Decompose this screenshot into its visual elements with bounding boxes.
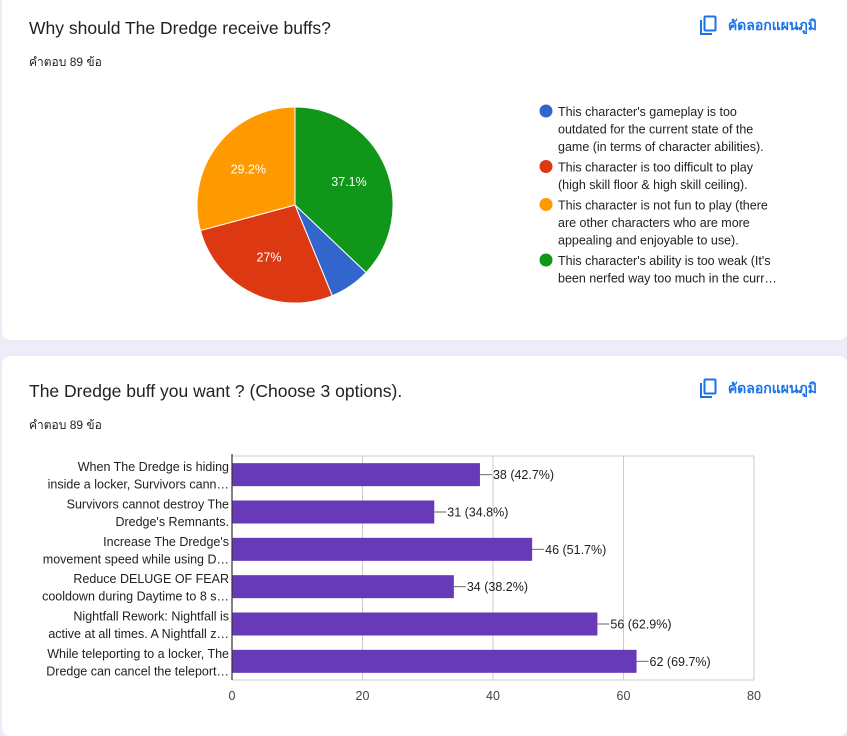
category-label: inside a locker, Survivors cann… (48, 478, 229, 492)
pie-slice-label: 29.2% (231, 162, 266, 176)
bar-chart-title: The Dredge buff you want ? (Choose 3 opt… (29, 381, 403, 401)
legend-label: game (in terms of character abilities). (558, 140, 764, 154)
x-tick-label: 60 (617, 689, 631, 703)
legend-label: This character's ability is too weak (It… (558, 254, 770, 268)
bar (232, 575, 454, 599)
category-label: active at all times. A Nightfall z… (48, 627, 229, 641)
pie-slice (294, 106, 394, 274)
legend-label: been nerfed way too much in the curr… (558, 272, 777, 286)
x-tick-label: 40 (486, 689, 500, 703)
x-tick-label: 0 (229, 689, 236, 703)
legend-label: This character is not fun to play (there (558, 199, 768, 213)
bar-data-label: 62 (69.7%) (650, 655, 711, 669)
category-label: Survivors cannot destroy The (67, 498, 229, 512)
pie-slice (196, 106, 296, 232)
x-tick-label: 80 (747, 689, 761, 703)
category-label: movement speed while using D… (43, 552, 229, 566)
category-label: Dredge can cancel the teleport… (46, 664, 229, 678)
bar (232, 649, 637, 673)
legend-label: This character's gameplay is too (558, 105, 737, 119)
category-label: Dredge's Remnants. (115, 515, 229, 529)
category-label: Nightfall Rework: Nightfall is (73, 610, 229, 624)
category-label: While teleporting to a locker, The (47, 647, 229, 661)
bar-data-label: 56 (62.9%) (610, 618, 671, 632)
legend-label: appealing and enjoyable to use). (558, 234, 739, 248)
legend-label: This character is too difficult to play (558, 161, 754, 175)
legend-label: are other characters who are more (558, 216, 750, 230)
category-label: When The Dredge is hiding (78, 460, 229, 474)
pie-chart-card: Why should The Dredge receive buffs? คำต… (2, 0, 847, 340)
legend-swatch (539, 160, 553, 173)
bar (232, 463, 480, 487)
bar-response-count: คำตอบ 89 ข้อ (29, 418, 102, 432)
legend-swatch (539, 253, 553, 267)
bar-data-label: 34 (38.2%) (467, 580, 528, 594)
copy-chart-button[interactable]: คัดลอกแผนภูมิ (698, 378, 817, 400)
pie-chart-title: Why should The Dredge receive buffs? (29, 18, 331, 38)
bar-chart: 0 20 40 60 80 38 (42.7%) When The Dredge is hi… (42, 454, 761, 703)
copy-chart-label: คัดลอกแผนภูมิ (727, 380, 817, 396)
copy-chart-label: คัดลอกแผนภูมิ (727, 17, 817, 33)
bar-data-label: 38 (42.7%) (493, 468, 554, 482)
bar (232, 537, 533, 561)
pie-slice (199, 204, 333, 304)
copy-chart-icon (698, 378, 718, 400)
category-label: Reduce DELUGE OF FEAR (73, 572, 229, 586)
x-tick-label: 20 (356, 689, 370, 703)
pie-slice-label: 37.1% (331, 175, 366, 189)
legend-label: outdated for the current state of the (558, 123, 753, 137)
pie-chart: 37.1% 27% 29.2% This character's gameplay i… (196, 104, 777, 304)
bar-data-label: 46 (51.7%) (545, 543, 606, 557)
pie-response-count: คำตอบ 89 ข้อ (29, 55, 102, 69)
bar-data-label: 31 (34.8%) (447, 506, 508, 520)
legend-swatch (539, 198, 553, 211)
bar (232, 612, 598, 636)
legend-label: (high skill floor & high skill ceiling). (558, 178, 748, 192)
copy-chart-button[interactable]: คัดลอกแผนภูมิ (698, 15, 817, 37)
category-label: Increase The Dredge's (103, 535, 229, 549)
legend-swatch (539, 104, 553, 118)
bar-chart-card: The Dredge buff you want ? (Choose 3 opt… (2, 356, 847, 736)
pie-slice-label: 27% (256, 251, 281, 265)
bar (232, 500, 435, 524)
category-label: cooldown during Daytime to 8 s… (42, 590, 229, 604)
copy-chart-icon (698, 15, 718, 37)
